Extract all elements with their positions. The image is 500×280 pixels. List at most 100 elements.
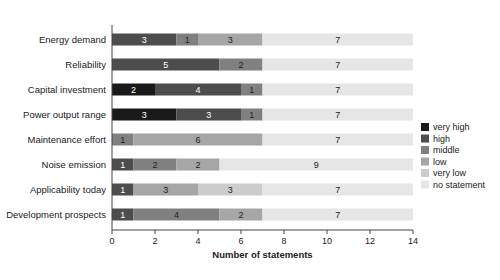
- bar-segment: [220, 209, 263, 221]
- data-label: 3: [142, 35, 147, 45]
- bar-segment: [155, 84, 241, 96]
- data-label: 1: [120, 135, 125, 145]
- category-label: Noise emission: [42, 159, 106, 170]
- bar-segment: [177, 109, 242, 121]
- x-tick-label: 12: [365, 236, 375, 246]
- x-tick-label: 4: [195, 236, 200, 246]
- bar-segment: [112, 109, 177, 121]
- data-label: 7: [335, 35, 340, 45]
- bar-segment: [263, 34, 414, 46]
- bar-segment: [263, 59, 414, 71]
- data-label: 4: [174, 210, 179, 220]
- category-label: Applicability today: [30, 184, 106, 195]
- x-tick-label: 10: [322, 236, 332, 246]
- legend-swatch: [421, 123, 429, 131]
- x-tick-label: 6: [238, 236, 243, 246]
- bar-segment: [263, 184, 414, 196]
- data-label: 7: [335, 110, 340, 120]
- data-label: 1: [249, 85, 254, 95]
- data-label: 3: [228, 185, 233, 195]
- bar-segment: [112, 184, 134, 196]
- x-tick-label: 0: [109, 236, 114, 246]
- x-axis-line: [112, 230, 413, 231]
- x-tick: [413, 230, 414, 234]
- legend-swatch: [421, 158, 429, 166]
- bar-segment: [220, 159, 414, 171]
- bar-segment: [112, 209, 134, 221]
- bar-segment: [112, 84, 155, 96]
- legend-swatch: [421, 146, 429, 154]
- data-label: 1: [249, 110, 254, 120]
- bar-segment: [177, 159, 220, 171]
- data-label: 2: [238, 60, 243, 70]
- bar-segment: [112, 134, 134, 146]
- x-tick: [370, 230, 371, 234]
- bar-segment: [263, 134, 414, 146]
- data-label: 9: [314, 160, 319, 170]
- data-label: 2: [195, 160, 200, 170]
- legend-swatch: [421, 169, 429, 177]
- category-label: Energy demand: [39, 34, 106, 45]
- data-label: 1: [120, 185, 125, 195]
- data-label: 3: [206, 110, 211, 120]
- x-tick-label: 2: [152, 236, 157, 246]
- bar-segment: [134, 184, 199, 196]
- labels: 313752724173317167122913371427: [120, 35, 340, 220]
- bar-segment: [263, 209, 414, 221]
- x-tick-label: 8: [281, 236, 286, 246]
- legend-label: very high: [433, 122, 470, 132]
- bar-segment: [241, 84, 263, 96]
- bar-segment: [112, 159, 134, 171]
- bar-segment: [134, 159, 177, 171]
- legend-label: middle: [433, 145, 460, 155]
- bars: [112, 34, 413, 221]
- bar-segment: [198, 184, 263, 196]
- bar-segment: [263, 84, 414, 96]
- bar-segment: [112, 59, 220, 71]
- x-tick: [112, 230, 113, 234]
- category-label: Reliability: [65, 59, 106, 70]
- bar-segment: [134, 134, 263, 146]
- category-label: Power output range: [23, 109, 106, 120]
- x-axis-title: Number of statements: [212, 249, 312, 260]
- data-label: 3: [228, 35, 233, 45]
- bar-segment: [263, 109, 414, 121]
- bar-segment: [220, 59, 263, 71]
- data-label: 2: [238, 210, 243, 220]
- bar-segment: [177, 34, 199, 46]
- x-tick: [198, 230, 199, 234]
- legend-label: high: [433, 134, 450, 144]
- bar-segment: [112, 34, 177, 46]
- x-tick: [241, 230, 242, 234]
- data-label: 1: [185, 35, 190, 45]
- bar-segment: [134, 209, 220, 221]
- bar-segment: [198, 34, 263, 46]
- data-label: 1: [120, 210, 125, 220]
- x-tick: [284, 230, 285, 234]
- legend-label: low: [433, 157, 447, 167]
- x-tick: [155, 230, 156, 234]
- data-label: 3: [163, 185, 168, 195]
- category-label: Development prospects: [6, 209, 106, 220]
- chart: 313752724173317167122913371427Energy dem…: [0, 0, 500, 280]
- data-label: 7: [335, 135, 340, 145]
- data-label: 7: [335, 185, 340, 195]
- legend-label: no statement: [433, 180, 486, 190]
- legend-label: very low: [433, 168, 467, 178]
- chart-container: 313752724173317167122913371427Energy dem…: [0, 0, 500, 280]
- data-label: 3: [142, 110, 147, 120]
- category-label: Capital investment: [28, 84, 107, 95]
- y-axis-line: [112, 25, 113, 230]
- category-label: Maintenance effort: [27, 134, 106, 145]
- legend: very high highmiddle lowvery low no stateme…: [421, 122, 486, 190]
- legend-swatch: [421, 135, 429, 143]
- data-label: 6: [195, 135, 200, 145]
- data-label: 4: [195, 85, 200, 95]
- legend-swatch: [421, 181, 429, 189]
- data-label: 1: [120, 160, 125, 170]
- data-label: 5: [163, 60, 168, 70]
- data-label: 7: [335, 60, 340, 70]
- data-label: 2: [131, 85, 136, 95]
- data-label: 2: [152, 160, 157, 170]
- data-label: 7: [335, 85, 340, 95]
